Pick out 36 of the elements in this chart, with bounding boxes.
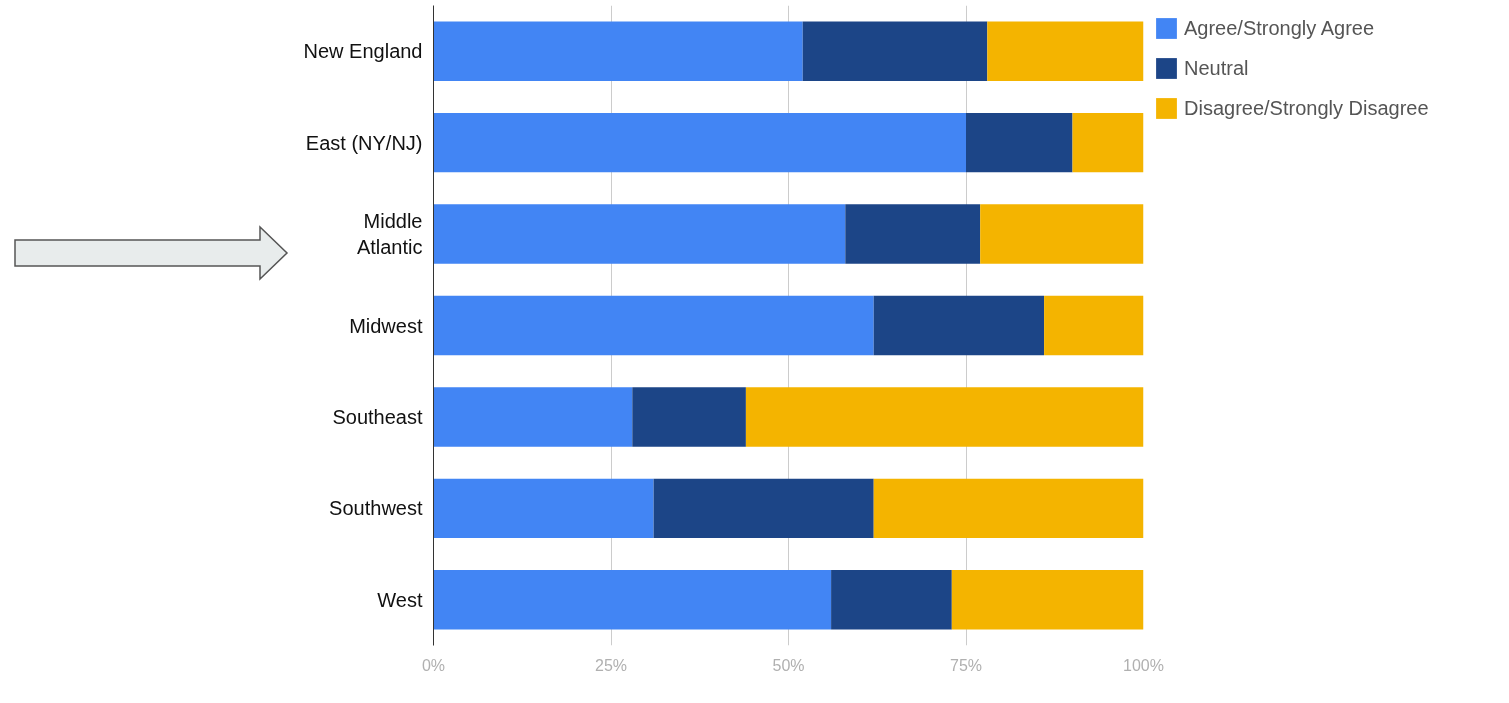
bar <box>653 478 874 539</box>
x-tick-label: 100% <box>1123 656 1164 674</box>
bar <box>845 204 981 264</box>
x-tick-label: 25% <box>594 656 628 674</box>
bar <box>433 204 846 264</box>
y-tick-label: Midwest <box>349 314 423 337</box>
bar <box>873 478 1144 539</box>
y-tick-label: Middle Atlantic <box>356 209 423 259</box>
bar <box>433 387 633 447</box>
bar <box>873 295 1045 356</box>
legend-label: Agree/Strongly Agree <box>1184 16 1376 40</box>
y-tick-label: West <box>377 588 423 611</box>
x-tick-label: 75% <box>949 656 983 674</box>
bar <box>1044 295 1144 356</box>
bar <box>632 387 746 447</box>
y-tick-label: Southeast <box>332 405 423 428</box>
bar <box>831 570 952 630</box>
bar <box>980 204 1144 264</box>
y-tick-label: New England <box>303 40 423 63</box>
legend-label: Disagree/Strongly Disagree <box>1184 96 1429 120</box>
bar <box>433 478 654 539</box>
bar <box>1072 112 1144 173</box>
bar <box>433 112 966 173</box>
bar <box>966 112 1073 173</box>
y-tick-label: East (NY/NJ) <box>305 131 423 154</box>
bar <box>802 21 988 81</box>
y-tick-label: Southwest <box>329 497 423 520</box>
bar <box>433 295 874 356</box>
bar <box>745 387 1144 447</box>
bar <box>433 21 803 81</box>
x-tick-label: 0% <box>421 656 446 674</box>
legend-label: Neutral <box>1184 56 1250 80</box>
x-tick-label: 50% <box>772 656 805 674</box>
bar <box>951 570 1144 630</box>
bar <box>433 570 832 630</box>
bar <box>987 21 1144 81</box>
